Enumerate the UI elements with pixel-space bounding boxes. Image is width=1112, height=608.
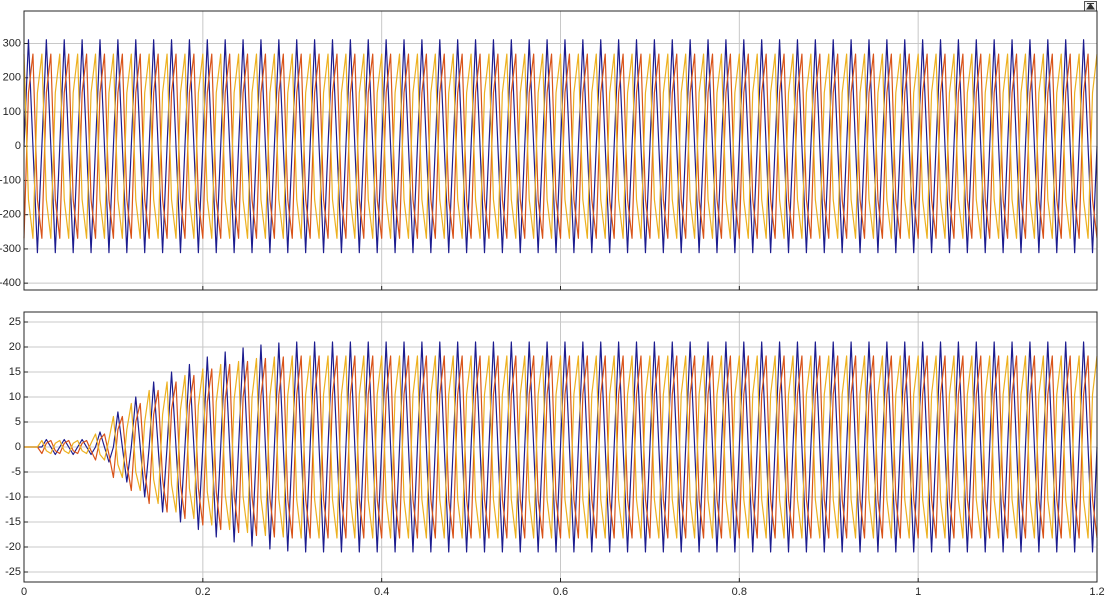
signal-line xyxy=(23,53,1098,239)
y-tick-label: 25 xyxy=(9,316,21,328)
x-tick-label: 0 xyxy=(21,586,27,598)
x-tick-label: 0.4 xyxy=(374,586,389,598)
undock-button[interactable] xyxy=(1084,1,1097,12)
signal-line xyxy=(24,355,1098,539)
y-tick-label: -400 xyxy=(0,277,21,289)
y-tick-label: 5 xyxy=(15,416,21,428)
plot-frame xyxy=(23,311,1098,583)
y-tick-label: -20 xyxy=(5,541,21,553)
x-tick-label: 1.2 xyxy=(1089,586,1104,598)
x-tick-label: 0.8 xyxy=(732,586,747,598)
button-icon xyxy=(1086,3,1095,10)
signal-line xyxy=(24,355,1098,539)
y-tick-label: -300 xyxy=(0,243,21,255)
y-tick-label: 200 xyxy=(3,72,21,84)
y-tick-label: 10 xyxy=(9,391,21,403)
y-tick-label: 0 xyxy=(15,140,21,152)
y-tick-label: 300 xyxy=(3,37,21,49)
plot-frame xyxy=(23,10,1098,291)
y-tick-label: -200 xyxy=(0,209,21,221)
y-tick-label: 20 xyxy=(9,341,21,353)
signal-line xyxy=(23,39,1098,254)
x-tick-label: 1 xyxy=(915,586,921,598)
y-tick-label: -100 xyxy=(0,174,21,186)
x-tick-label: 0.6 xyxy=(553,586,568,598)
signal-line xyxy=(23,53,1098,239)
x-tick-label: 0.2 xyxy=(195,586,210,598)
y-tick-label: -5 xyxy=(11,466,21,478)
y-tick-label: 15 xyxy=(9,366,21,378)
y-tick-label: 0 xyxy=(15,441,21,453)
y-tick-label: 100 xyxy=(3,106,21,118)
y-tick-label: -25 xyxy=(5,566,21,578)
y-tick-label: -15 xyxy=(5,516,21,528)
signal-line xyxy=(24,341,1098,553)
y-tick-label: -10 xyxy=(5,491,21,503)
